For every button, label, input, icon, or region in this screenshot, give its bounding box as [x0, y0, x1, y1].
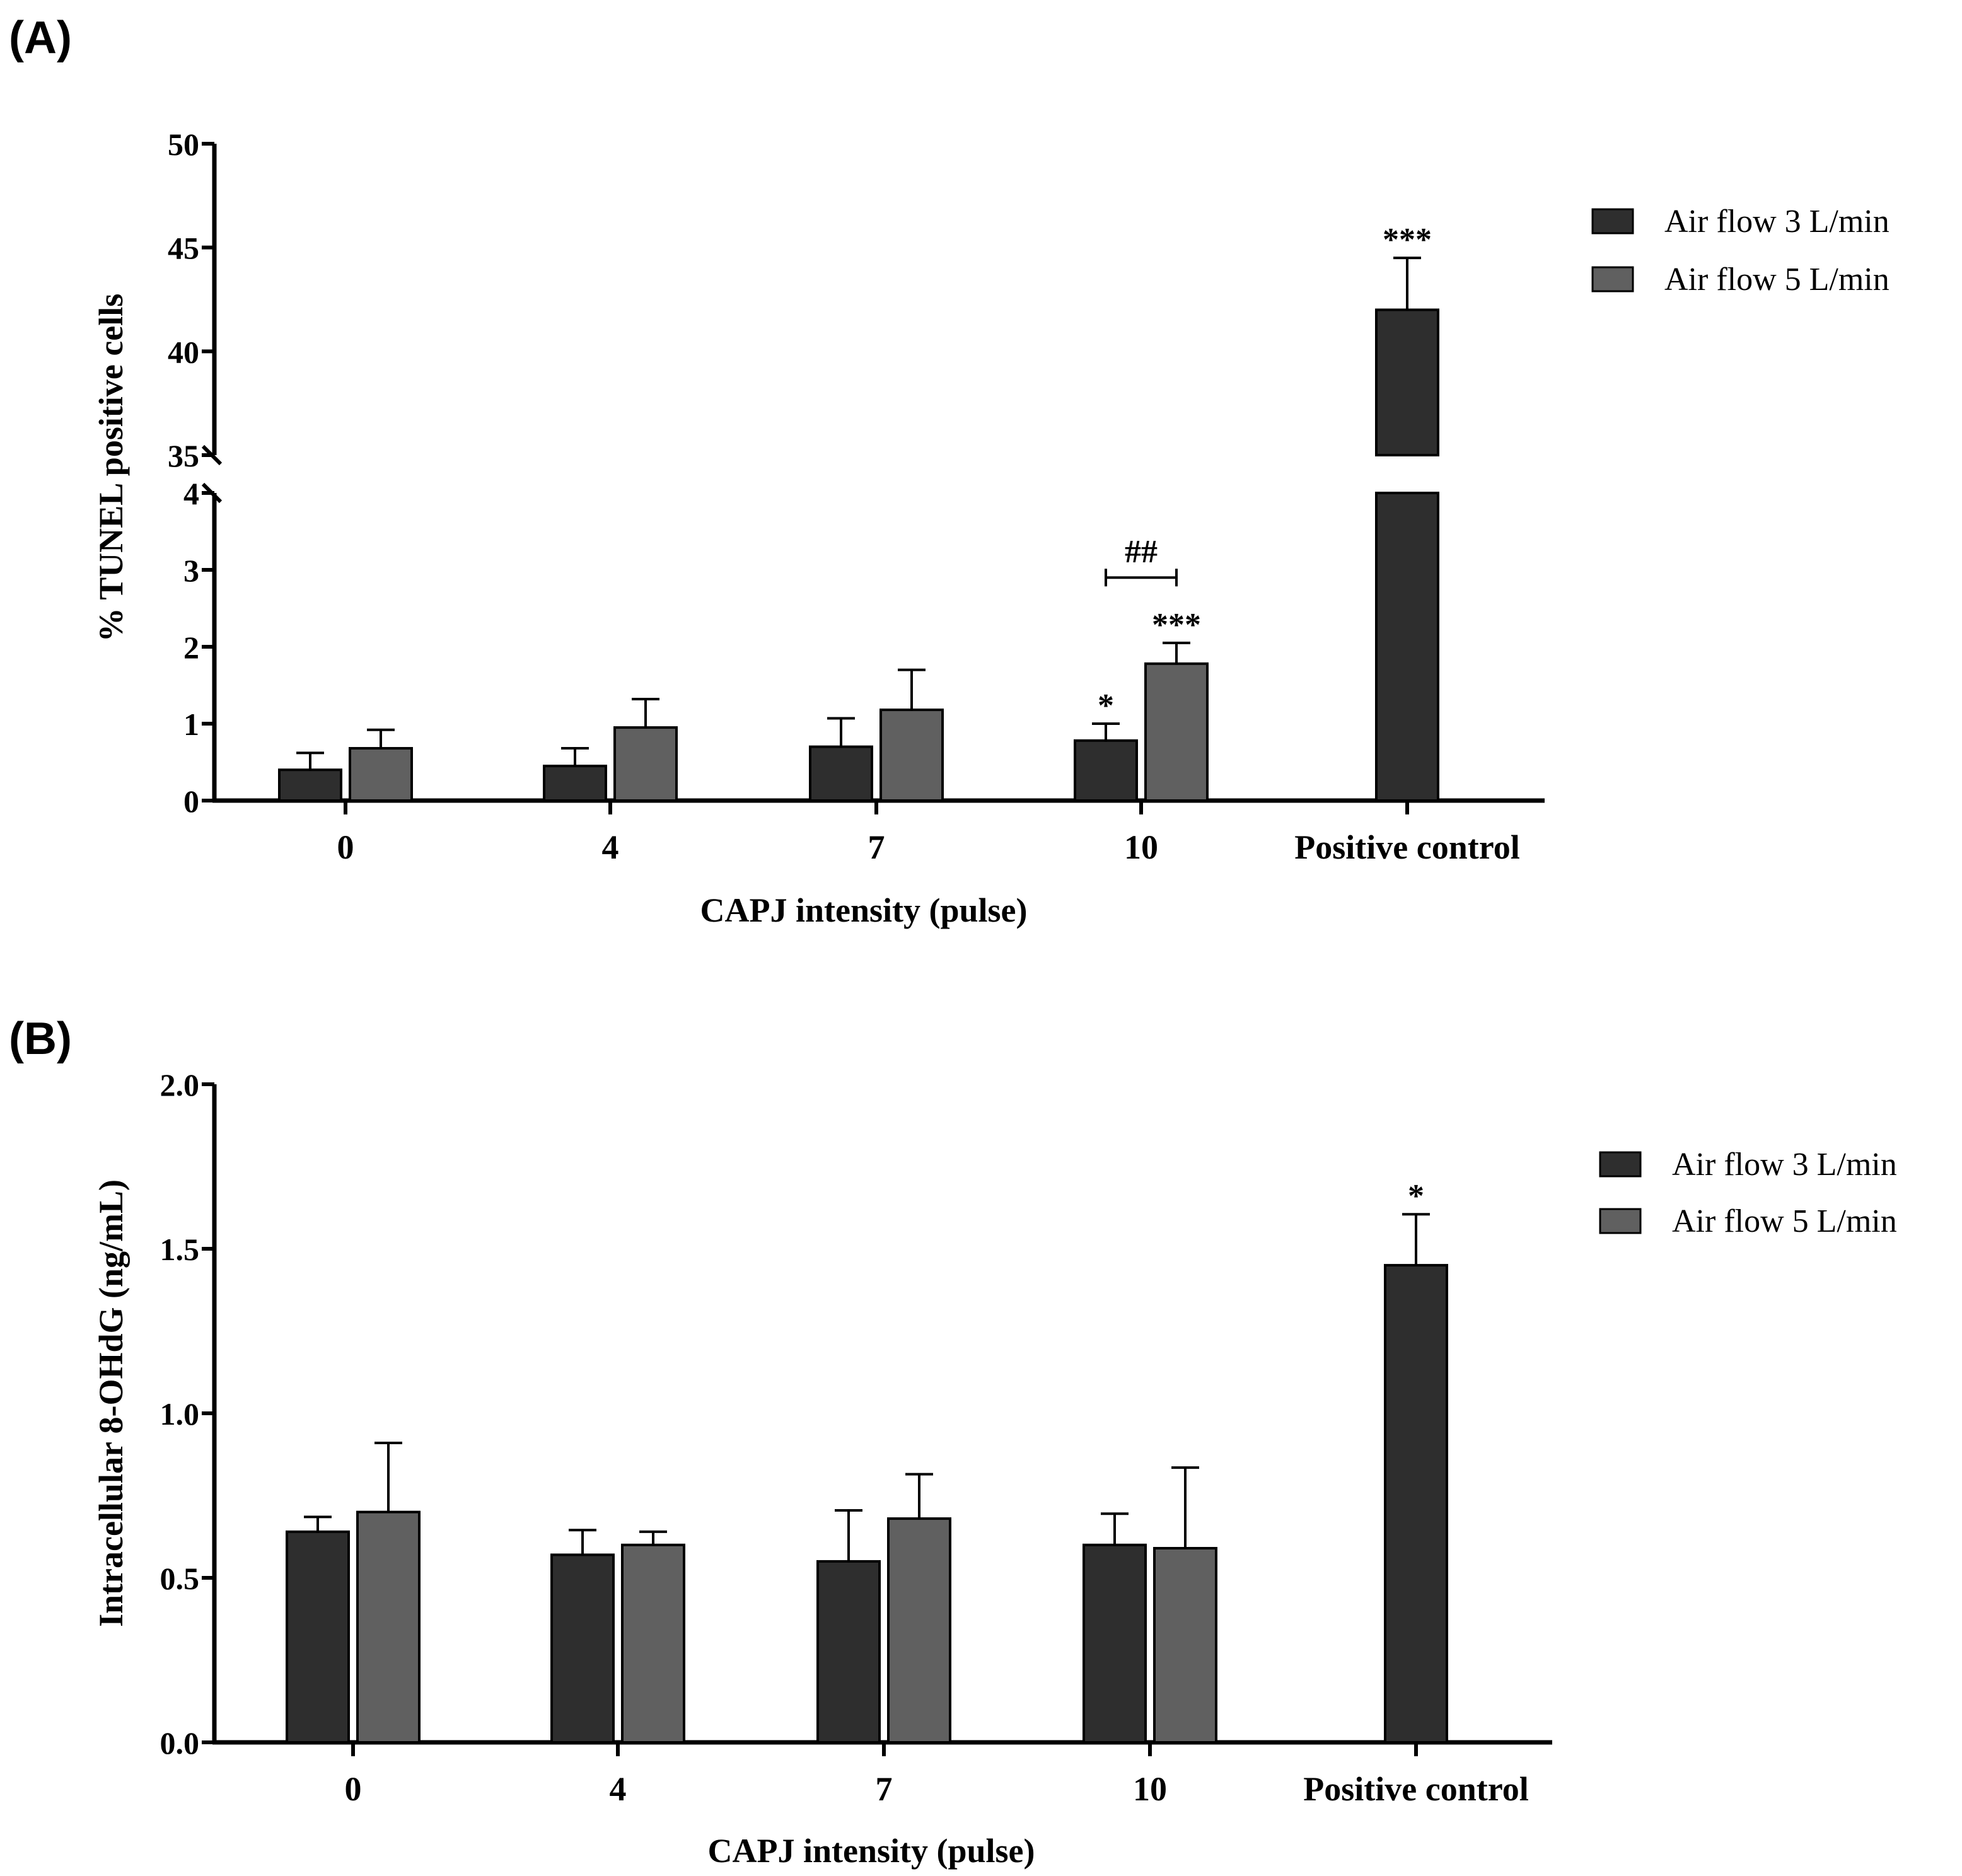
bar-air-flow-3-l-min-positive-control	[1375, 492, 1439, 802]
legend-swatch-5lmin	[1591, 266, 1634, 292]
y-tick-label: 2	[183, 630, 199, 665]
y-tick-label: 45	[168, 231, 199, 266]
panel-a-y-axis-title: % TUNEL positive cells	[92, 294, 130, 642]
category-label-10: 10	[1133, 1770, 1167, 1808]
significance-marker: *	[1098, 688, 1114, 724]
panel-b-y-axis-title: Intracellular 8-OHdG (ng/mL)	[92, 1179, 130, 1627]
y-tick-label: 3	[183, 553, 199, 588]
category-label-0: 0	[337, 828, 354, 866]
legend-label-5lmin: Air flow 5 L/min	[1664, 262, 1889, 298]
legend-swatch-3lmin	[1591, 208, 1634, 234]
legend-label-3lmin: Air flow 3 L/min	[1664, 204, 1889, 240]
panel-a-x-axis-title: CAPJ intensity (pulse)	[700, 891, 1027, 929]
y-tick-label: 4	[183, 476, 199, 511]
category-label-4: 4	[610, 1770, 627, 1808]
legend-swatch-3lmin	[1599, 1151, 1642, 1178]
y-tick-label: 0.5	[160, 1561, 200, 1596]
significance-marker: ***	[1152, 607, 1201, 643]
bar-air-flow-5-l-min-4	[621, 1543, 685, 1744]
category-label-positive-control: Positive control	[1294, 828, 1519, 866]
bar-air-flow-3-l-min-positive-control	[1375, 308, 1439, 457]
panel-b-chart: (B) Intracellular 8-OHdG (ng/mL) CAPJ in…	[9, 1014, 1897, 1870]
bar-air-flow-3-l-min-4	[550, 1553, 615, 1744]
bar-air-flow-3-l-min-7	[809, 745, 873, 802]
significance-marker: *	[1408, 1178, 1424, 1214]
category-label-7: 7	[876, 1770, 893, 1808]
bar-air-flow-3-l-min-positive-control	[1384, 1264, 1448, 1744]
bar-air-flow-5-l-min-4	[613, 726, 678, 802]
legend-label-3lmin: Air flow 3 L/min	[1672, 1147, 1897, 1183]
bar-air-flow-3-l-min-7	[816, 1560, 881, 1744]
panel-a-label: (A)	[9, 13, 72, 63]
y-tick-label: 50	[168, 127, 199, 162]
bar-air-flow-3-l-min-10	[1083, 1543, 1147, 1744]
bar-air-flow-5-l-min-0	[356, 1510, 421, 1744]
y-tick-label: 40	[168, 334, 199, 369]
category-label-positive-control: Positive control	[1303, 1770, 1528, 1808]
bar-air-flow-5-l-min-10	[1153, 1547, 1217, 1744]
y-tick-label: 0.0	[160, 1725, 200, 1761]
y-tick-label: 1.0	[160, 1396, 200, 1432]
category-label-10: 10	[1124, 828, 1158, 866]
y-tick-label: 1.5	[160, 1232, 200, 1267]
panel-a-legend: Air flow 3 L/min Air flow 5 L/min	[1591, 204, 1889, 298]
legend-swatch-5lmin	[1599, 1208, 1642, 1234]
bar-air-flow-5-l-min-0	[349, 747, 413, 802]
category-label-7: 7	[868, 828, 885, 866]
panel-b-label: (B)	[9, 1014, 72, 1064]
bar-air-flow-5-l-min-10	[1144, 662, 1209, 802]
panel-b-x-axis-title: CAPJ intensity (pulse)	[707, 1832, 1035, 1870]
bar-air-flow-3-l-min-4	[543, 765, 607, 802]
category-label-0: 0	[345, 1770, 362, 1808]
legend-label-5lmin: Air flow 5 L/min	[1672, 1203, 1897, 1239]
y-tick-label: 35	[168, 438, 199, 473]
significance-marker: ***	[1383, 222, 1432, 258]
significance-label: ##	[1125, 534, 1158, 570]
category-label-4: 4	[602, 828, 619, 866]
bar-air-flow-3-l-min-10	[1074, 739, 1138, 802]
y-tick-label: 0	[183, 784, 199, 819]
bar-air-flow-5-l-min-7	[887, 1517, 951, 1744]
bar-air-flow-3-l-min-0	[278, 768, 342, 802]
y-tick-label: 2.0	[160, 1067, 200, 1103]
panel-b-legend: Air flow 3 L/min Air flow 5 L/min	[1599, 1147, 1897, 1239]
panel-a-chart: (A) % TUNEL positive cells CAPJ intensit…	[9, 13, 1889, 929]
bar-air-flow-5-l-min-7	[879, 709, 944, 802]
panel-b-marks: 0.0 0.5 1.0 1.5 2.0 0 4 7 10 Positive control *	[160, 1067, 1552, 1808]
y-tick-label: 1	[183, 707, 199, 742]
bar-air-flow-3-l-min-0	[286, 1530, 350, 1744]
